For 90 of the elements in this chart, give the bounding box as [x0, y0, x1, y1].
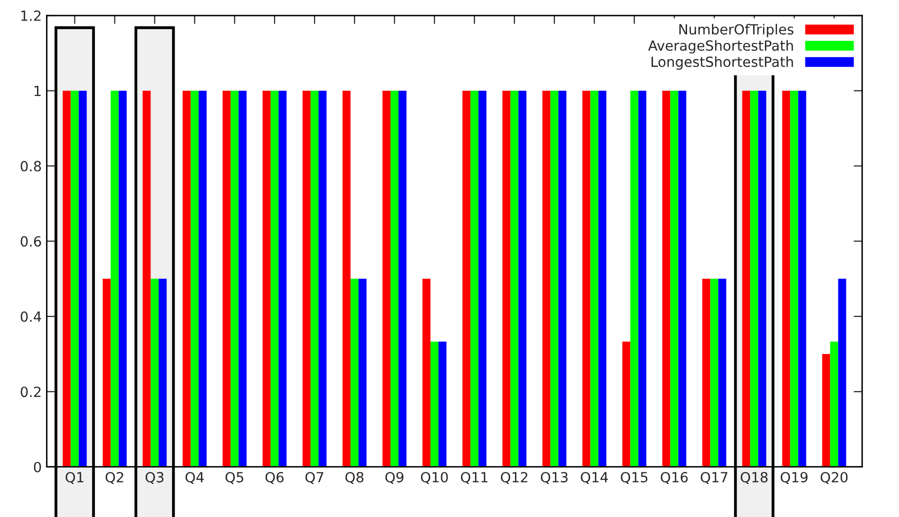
bar: [758, 90, 766, 467]
x-tick-label: Q11: [460, 472, 488, 484]
bar: [110, 90, 119, 467]
bar: [582, 90, 590, 467]
bar: [750, 90, 758, 467]
bar: [438, 342, 446, 467]
bar: [678, 90, 686, 467]
bar: [118, 90, 127, 467]
bar: [190, 90, 199, 467]
x-tick-label: Q14: [580, 472, 608, 484]
bar: [502, 90, 510, 467]
bar: [310, 90, 319, 467]
bar: [790, 90, 798, 467]
bar: [270, 90, 279, 467]
bar: [318, 90, 327, 467]
y-tick-label: 0.2: [20, 386, 40, 398]
bar: [142, 90, 151, 467]
x-tick-label: Q16: [660, 472, 688, 484]
bar: [222, 90, 231, 467]
bar: [182, 90, 191, 467]
x-tick-label: Q20: [820, 472, 848, 484]
x-tick-label: Q9: [385, 472, 404, 484]
bar: [510, 90, 518, 467]
x-tick-label: Q4: [186, 472, 204, 484]
bar: [62, 90, 71, 467]
bar: [78, 90, 87, 467]
bar: [590, 90, 598, 467]
x-tick-label: Q6: [265, 472, 284, 484]
bar: [550, 90, 558, 467]
bar: [302, 90, 311, 467]
x-tick-label: Q17: [700, 472, 728, 484]
bar: [838, 278, 846, 467]
bar: [70, 90, 79, 467]
x-tick-label: Q13: [540, 472, 568, 484]
x-tick-label: Q7: [305, 472, 324, 484]
bar: [238, 90, 247, 467]
bar: [158, 278, 167, 467]
bar: [822, 354, 830, 467]
bar: [518, 90, 526, 467]
bar: [830, 342, 838, 467]
y-tick-label: 0.4: [20, 311, 42, 322]
bar: [670, 90, 678, 467]
bar: [430, 342, 438, 467]
x-tick-label: Q12: [500, 472, 528, 484]
bar: [718, 278, 726, 467]
y-tick-label: 0.8: [20, 160, 41, 172]
bar: [198, 90, 207, 467]
y-tick-label: 1.2: [21, 10, 40, 21]
bar: [782, 90, 790, 467]
bar: [798, 90, 806, 467]
bar: [390, 90, 398, 467]
x-tick-label: Q8: [345, 472, 364, 484]
bar: [278, 90, 287, 467]
bar: [342, 90, 351, 467]
bar: [662, 90, 670, 467]
bar: [350, 278, 359, 467]
bar: [422, 278, 430, 467]
x-tick-label: Q19: [780, 472, 808, 484]
bar: [262, 90, 271, 467]
bar: [470, 90, 478, 467]
bar: [710, 278, 718, 467]
bar: [638, 90, 646, 467]
bar: [230, 90, 239, 467]
x-tick-label: Q18: [740, 472, 768, 484]
legend-label: NumberOfTriples: [679, 24, 794, 38]
bar: [558, 90, 566, 467]
x-tick-label: Q5: [226, 472, 244, 484]
bar: [742, 90, 750, 467]
legend-label: AverageShortestPath: [648, 40, 793, 54]
bar: [622, 342, 630, 467]
legend-label: LongestShortestPath: [652, 56, 793, 70]
bar: [358, 278, 367, 467]
bar: [150, 278, 159, 467]
bar: [102, 278, 111, 467]
bar: [702, 278, 710, 467]
bar: [382, 90, 390, 467]
x-tick-label: Q2: [106, 472, 124, 484]
x-tick-label: Q15: [620, 472, 648, 484]
y-tick-label: 0: [34, 462, 41, 472]
bar: [398, 90, 406, 467]
x-tick-label: Q10: [420, 472, 448, 484]
bar: [478, 90, 486, 467]
bar: [542, 90, 550, 467]
y-tick-label: 0.6: [20, 236, 42, 247]
x-tick-label: Q1: [66, 472, 84, 484]
bar: [462, 90, 470, 467]
x-tick-label: Q3: [146, 472, 164, 484]
bar: [630, 90, 638, 467]
bar: [598, 90, 606, 467]
y-tick-label: 1: [34, 86, 41, 96]
